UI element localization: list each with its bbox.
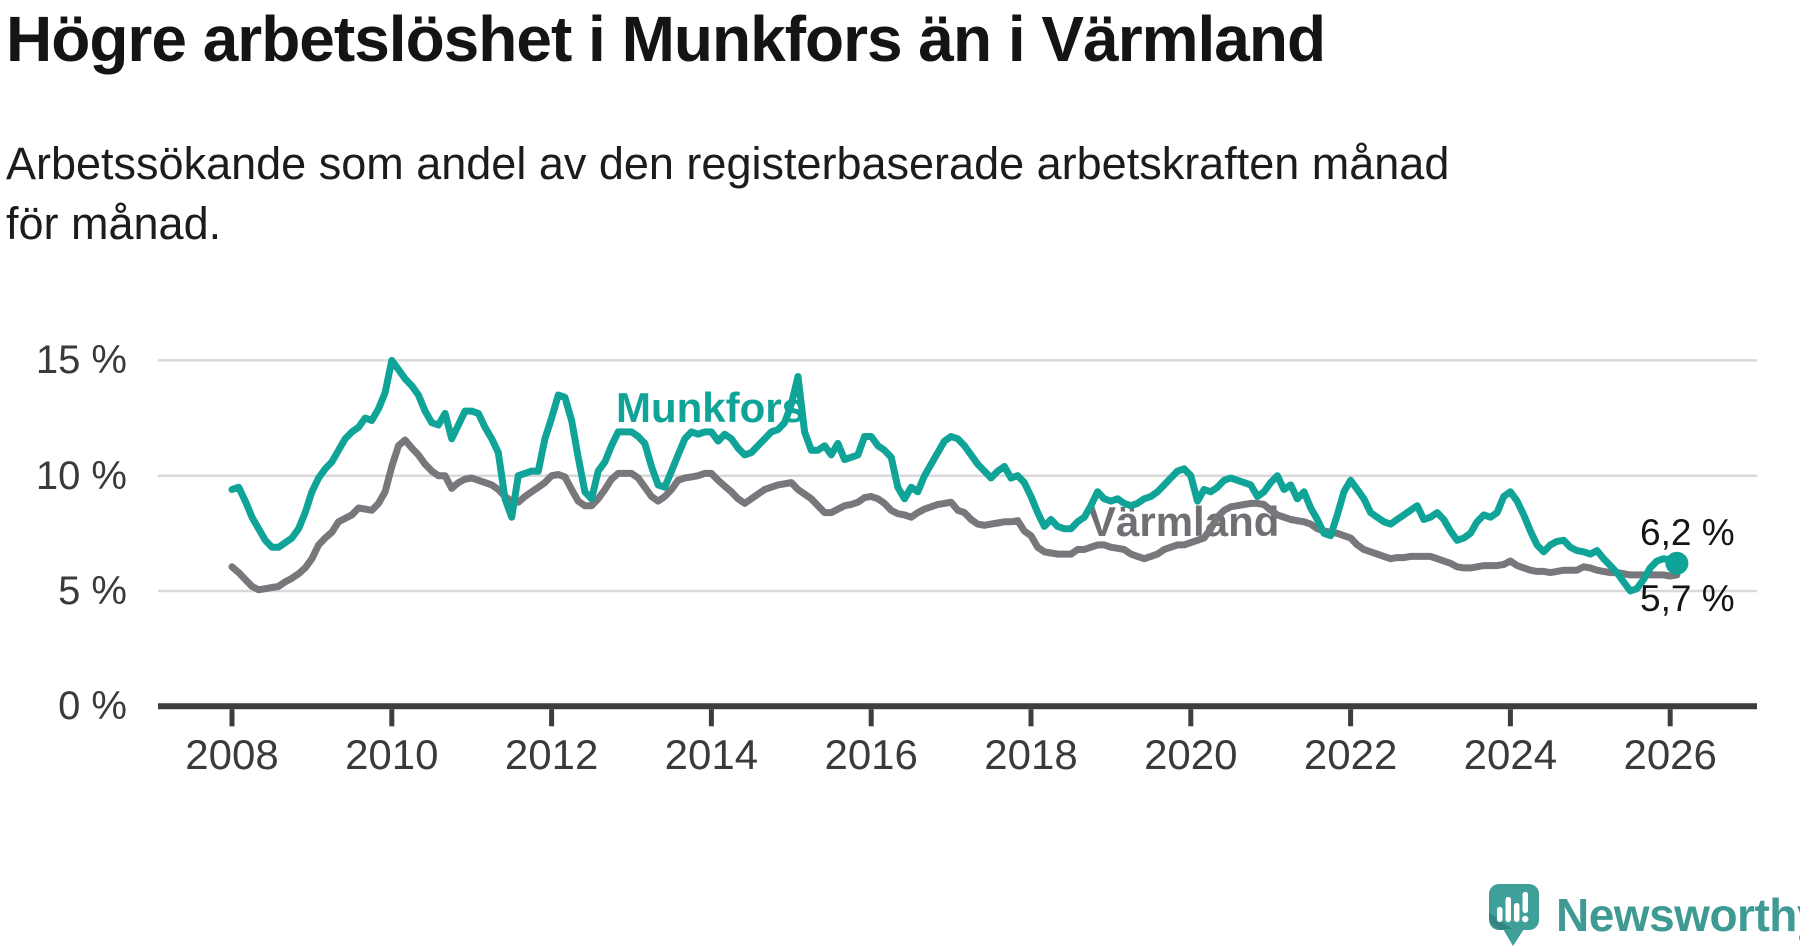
x-tick-label: 2014 (664, 731, 759, 778)
x-tick-label: 2026 (1623, 731, 1717, 778)
x-tick-label: 2016 (824, 731, 918, 778)
series-label-munkfors: Munkfors (616, 384, 805, 431)
end-value-label-munkfors: 6,2 % (1640, 512, 1735, 553)
x-tick-label: 2022 (1303, 731, 1398, 778)
y-tick-label: 10 % (35, 453, 127, 498)
newsworthy-logo: Newsworthy (1488, 882, 1800, 948)
end-value-label-varmland: 5,7 % (1640, 578, 1735, 619)
x-tick-label: 2024 (1463, 731, 1558, 778)
x-tick-label: 2012 (504, 731, 599, 778)
chart-subtitle: Arbetssökande som andel av den registerb… (6, 138, 1450, 249)
series-label-varmland: Värmland (1088, 498, 1280, 545)
newsworthy-chart-bubble-icon (1489, 884, 1539, 946)
x-tick-label: 2008 (185, 731, 279, 778)
y-tick-label: 0 % (58, 684, 127, 729)
y-tick-label: 5 % (58, 569, 127, 613)
chart-title: Högre arbetslöshet i Munkfors än i Värml… (6, 3, 1326, 75)
x-tick-label: 2020 (1144, 731, 1238, 778)
x-tick-label: 2010 (345, 731, 439, 778)
x-tick-label: 2018 (984, 731, 1078, 778)
y-tick-label: 15 % (35, 338, 127, 383)
newsworthy-logo-text: Newsworthy (1556, 889, 1800, 941)
